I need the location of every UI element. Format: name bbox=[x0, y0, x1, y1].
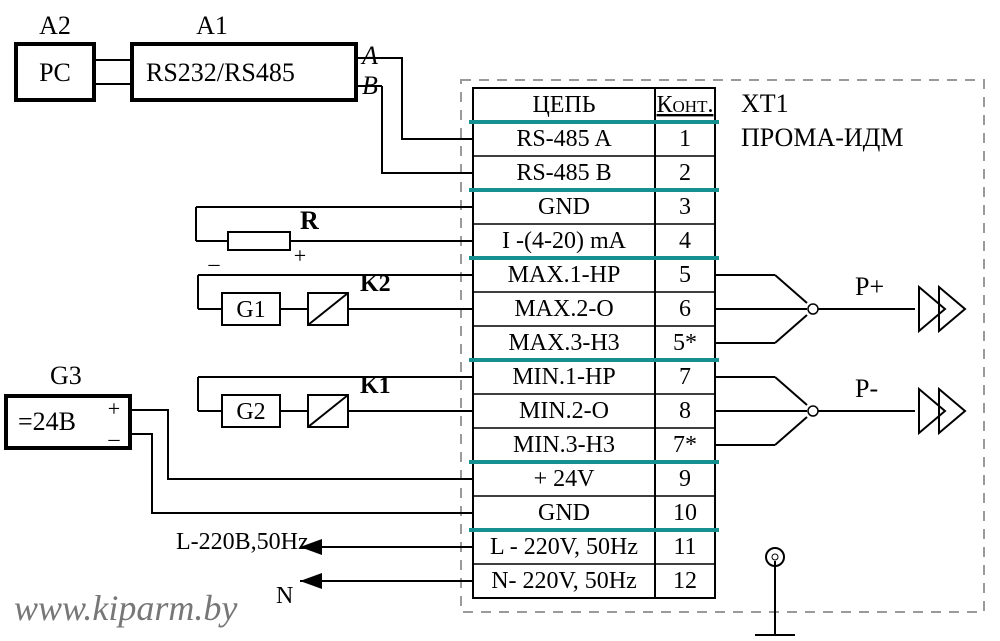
p-plus-label: P+ bbox=[855, 272, 884, 301]
wire-rs485-b bbox=[382, 86, 473, 173]
watermark: www.kiparm.by bbox=[14, 588, 237, 628]
a1-tag: A1 bbox=[196, 11, 228, 40]
terminal-row-pin: 7* bbox=[673, 432, 697, 458]
device-name: ПРОМА-ИДМ bbox=[741, 123, 904, 152]
terminal-header-right: Конт. bbox=[657, 92, 714, 118]
terminal-row-name: L - 220V, 50Hz bbox=[490, 534, 638, 560]
terminal-row-name: N- 220V, 50Hz bbox=[491, 568, 637, 594]
terminal-row-pin: 8 bbox=[679, 398, 691, 424]
wire-24v-plus bbox=[130, 410, 473, 479]
rs232-label: RS232/RS485 bbox=[146, 58, 295, 87]
resistor-r bbox=[228, 232, 290, 250]
terminal-row-name: GND bbox=[538, 194, 590, 220]
pc-label: PC bbox=[39, 58, 71, 87]
a2-tag: A2 bbox=[39, 11, 71, 40]
terminal-row-name: RS-485 A bbox=[516, 126, 612, 152]
terminal-row-pin: 2 bbox=[679, 160, 691, 186]
resistor-plus: + bbox=[294, 243, 306, 268]
terminal-row-pin: 1 bbox=[679, 126, 691, 152]
terminal-row-pin: 12 bbox=[673, 568, 697, 594]
p-minus-label: P- bbox=[855, 374, 878, 403]
terminal-row-pin: 3 bbox=[679, 194, 691, 220]
g3-minus: _ bbox=[108, 418, 121, 443]
p-plus-port-icon bbox=[919, 287, 945, 331]
terminal-row-name: MIN.2-O bbox=[519, 398, 609, 424]
wire-24v-gnd bbox=[130, 434, 473, 513]
g3-tag: G3 bbox=[50, 361, 82, 390]
mains-n-label: N bbox=[276, 583, 293, 609]
arrow-n bbox=[300, 573, 322, 589]
source-g1-label: G1 bbox=[236, 297, 265, 323]
terminal-row-name: RS-485 B bbox=[516, 160, 611, 186]
terminal-row-name: MIN.3-H3 bbox=[513, 432, 615, 458]
terminal-header-left: ЦЕПЬ bbox=[532, 92, 595, 118]
port-a-label: A bbox=[360, 41, 378, 70]
p-minus-port-icon bbox=[919, 389, 945, 433]
mains-l-label: L-220В,50Hz bbox=[176, 529, 309, 555]
terminal-row-pin: 7 bbox=[679, 364, 691, 390]
resistor-minus: _ bbox=[208, 243, 221, 268]
terminal-row-name: I -(4-20) mA bbox=[502, 228, 627, 254]
terminal-row-pin: 6 bbox=[679, 296, 691, 322]
terminal-row-pin: 9 bbox=[679, 466, 691, 492]
terminal-row-pin: 5 bbox=[679, 262, 691, 288]
terminal-row-name: MAX.3-H3 bbox=[508, 330, 619, 356]
terminal-row-pin: 10 bbox=[673, 500, 697, 526]
g3-label: =24В bbox=[18, 407, 76, 436]
wiring-diagram: PCA2RS232/RS485A1ABЦЕПЬКонт.RS-485 A1RS-… bbox=[0, 0, 1000, 641]
xt1-tag: XT1 bbox=[741, 89, 789, 118]
wire-rs485-a bbox=[382, 58, 473, 139]
terminal-row-name: GND bbox=[538, 500, 590, 526]
terminal-row-pin: 5* bbox=[673, 330, 697, 356]
terminal-row-pin: 11 bbox=[673, 534, 696, 560]
source-g2-label: G2 bbox=[236, 399, 265, 425]
terminal-row-pin: 4 bbox=[679, 228, 691, 254]
terminal-row-name: MAX.2-O bbox=[514, 296, 613, 322]
terminal-row-name: MAX.1-HP bbox=[508, 262, 621, 288]
terminal-row-name: + 24V bbox=[534, 466, 596, 492]
terminal-row-name: MIN.1-HP bbox=[512, 364, 615, 390]
resistor-label: R bbox=[300, 206, 319, 235]
